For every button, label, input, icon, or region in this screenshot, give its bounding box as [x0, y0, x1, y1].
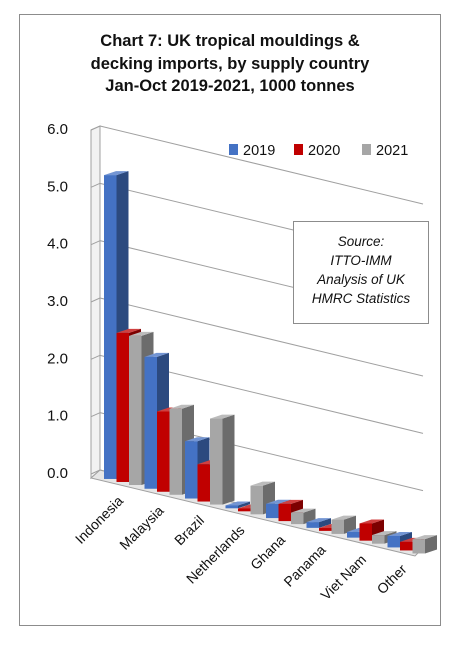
y-tick-label: 4.0	[47, 236, 68, 253]
bar-group-malaysia	[144, 352, 194, 495]
y-tick-label: 5.0	[47, 178, 68, 195]
legend-swatch	[229, 144, 238, 155]
legend-item-2020: 2020	[294, 143, 340, 159]
legend-label: 2019	[243, 143, 275, 159]
y-tick-label: 2.0	[47, 350, 68, 367]
y-tick-label: 6.0	[47, 121, 68, 138]
x-tick-label: Other	[374, 561, 410, 597]
legend: 2019 2020 2021	[229, 143, 408, 159]
source-note: Source: ITTO-IMM Analysis of UK HMRC Sta…	[293, 221, 429, 324]
source-line: ITTO-IMM	[330, 253, 392, 268]
gridline-wall	[90, 354, 101, 360]
x-tick-label: Brazil	[171, 512, 207, 548]
x-tick-label: Viet Nam	[317, 551, 369, 603]
y-tick-label: 0.0	[47, 465, 68, 482]
source-line: HMRC Statistics	[311, 291, 411, 306]
x-tick-label: Malaysia	[116, 502, 167, 553]
bar-group-panama	[306, 515, 356, 534]
y-tick-label: 3.0	[47, 293, 68, 310]
x-tick-label: Panama	[280, 541, 328, 589]
side-wall	[90, 125, 101, 480]
legend-item-2019: 2019	[229, 143, 275, 159]
legend-item-2021: 2021	[362, 143, 408, 159]
bar-2019	[306, 518, 331, 528]
gridline-wall	[90, 240, 101, 246]
gridline-wall	[90, 412, 101, 418]
y-tick-label: 1.0	[47, 408, 68, 425]
y-axis-ticks: 0.0 1.0 2.0 3.0 4.0 5.0 6.0	[47, 121, 68, 482]
bar-2019	[225, 501, 250, 509]
bar-2021	[210, 414, 235, 505]
bar-group-other	[387, 531, 437, 554]
bars	[104, 171, 437, 554]
bar-group-ghana	[266, 499, 316, 525]
x-tick-label: Ghana	[247, 532, 288, 573]
legend-swatch	[362, 144, 371, 155]
gridline-wall	[90, 297, 101, 303]
gridline-wall	[90, 182, 101, 188]
legend-label: 2021	[376, 143, 408, 159]
gridline-wall	[90, 125, 101, 131]
source-line: Analysis of UK	[317, 272, 405, 287]
gridline	[99, 297, 424, 377]
legend-swatch	[294, 144, 303, 155]
bar-2021	[331, 515, 356, 534]
bar-2021	[412, 535, 437, 554]
chart-title: Chart 7: UK tropical mouldings & decking…	[90, 32, 370, 95]
gridline	[99, 125, 424, 205]
legend-label: 2020	[308, 143, 340, 159]
bar-group-brazil	[185, 414, 235, 505]
source-line: Source:	[337, 234, 385, 249]
gridline-wall	[90, 469, 101, 475]
